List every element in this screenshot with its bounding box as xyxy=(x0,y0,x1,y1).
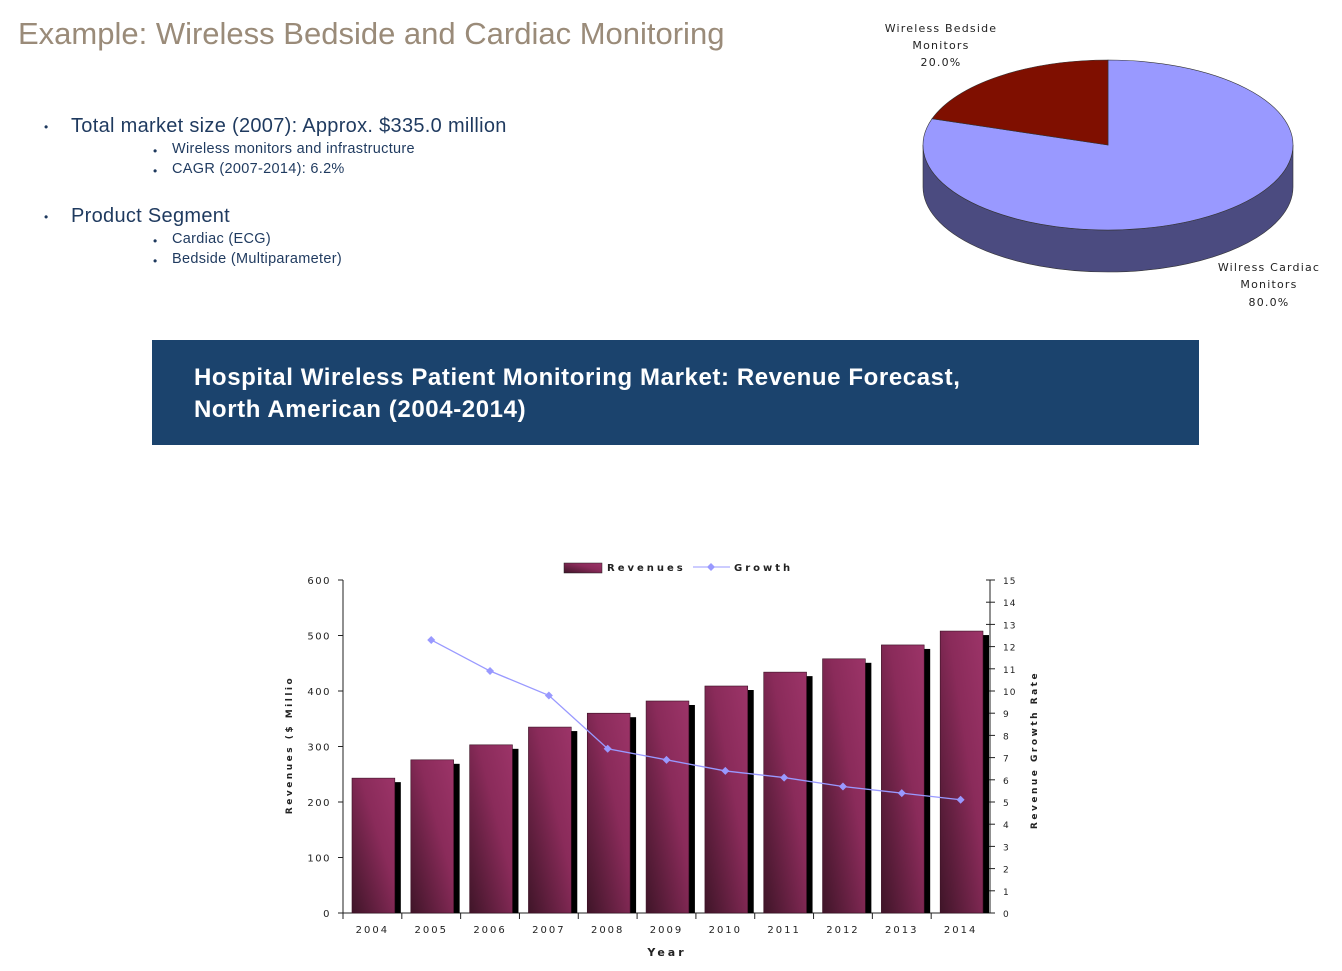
bullet-icon: • xyxy=(153,164,158,178)
bullet-icon: • xyxy=(153,234,158,248)
bar-shadow xyxy=(452,763,460,913)
growth-point-2006 xyxy=(486,667,495,676)
bullet-icon: • xyxy=(44,210,49,224)
y-axis-label: Revenues ($ Millio xyxy=(285,676,295,814)
y2-tick-label: 4 xyxy=(1003,821,1010,831)
y2-tick-label: 3 xyxy=(1003,843,1010,853)
growth-point-2012 xyxy=(838,782,847,791)
bullet-icon: • xyxy=(44,120,49,134)
pie-slice-bedside xyxy=(931,59,1109,146)
growth-line xyxy=(430,639,961,801)
revenue-bar-2011 xyxy=(763,671,807,914)
bullet-icon: • xyxy=(153,254,158,268)
bullet-icon: • xyxy=(153,144,158,158)
revenue-bar-2010 xyxy=(704,685,749,914)
x-axis-label: Year xyxy=(646,946,686,959)
y2-tick-label: 1 xyxy=(1003,888,1010,898)
y-tick-label: 0 xyxy=(323,909,331,920)
legend-growth: Growth xyxy=(734,563,793,574)
banner-line-2: North American (2004-2014) xyxy=(194,396,527,423)
growth-point-2009 xyxy=(662,755,671,764)
revenue-bar-2007 xyxy=(528,726,572,914)
bar-shadow xyxy=(687,704,695,913)
y2-tick-label: 9 xyxy=(1003,710,1010,720)
revenue-bar-2005 xyxy=(410,759,454,914)
bar-shadow xyxy=(923,648,931,913)
y2-axis-label: Revenue Growth Rate xyxy=(1030,671,1040,829)
bullet-market-size: Total market size (2007): Approx. $335.0… xyxy=(71,115,507,137)
revenue-bar-2009 xyxy=(645,700,690,914)
revenue-bar-2008 xyxy=(586,712,631,914)
bar-shadow xyxy=(570,731,578,913)
sub-bullet: CAGR (2007-2014): 6.2% xyxy=(172,161,345,177)
growth-point-2014 xyxy=(956,795,965,804)
sub-bullet: Cardiac (ECG) xyxy=(172,231,271,247)
bar-shadow xyxy=(393,782,401,913)
pie-label-bedside-2: Monitors xyxy=(912,39,969,52)
x-tick-label: 2010 xyxy=(709,925,742,936)
growth-point-2007 xyxy=(544,691,553,700)
growth-point-2011 xyxy=(780,773,789,782)
x-tick-label: 2013 xyxy=(885,925,918,936)
x-tick-label: 2008 xyxy=(591,925,624,936)
x-tick-label: 2009 xyxy=(650,925,683,936)
x-tick-label: 2006 xyxy=(473,925,506,936)
y2-tick-label: 11 xyxy=(1003,666,1016,676)
y-tick-label: 400 xyxy=(307,687,331,698)
pie-chart: Wireless Bedside Monitors 20.0% Wilress … xyxy=(885,22,1320,309)
growth-point-2008 xyxy=(603,744,612,753)
legend-revenues-swatch xyxy=(563,562,603,574)
pie-label-bedside: Wireless Bedside xyxy=(885,22,998,35)
pie-pct-bedside: 20.0% xyxy=(921,56,962,69)
y2-tick-label: 15 xyxy=(1003,577,1016,587)
growth-point-2010 xyxy=(721,766,730,775)
bar-shadow xyxy=(982,635,989,913)
y-tick-label: 300 xyxy=(307,743,331,754)
revenue-chart: 0100200300400500600012345678910111213141… xyxy=(285,562,1040,959)
bar-shadow xyxy=(864,662,872,913)
bullet-product-segment: Product Segment xyxy=(71,205,231,227)
y-tick-label: 600 xyxy=(307,576,331,587)
growth-point-2013 xyxy=(897,789,906,798)
x-tick-label: 2005 xyxy=(415,925,448,936)
bar-shadow xyxy=(805,676,813,913)
bar-shadow xyxy=(511,748,519,913)
y2-tick-label: 2 xyxy=(1003,866,1010,876)
y2-tick-label: 12 xyxy=(1003,644,1016,654)
pie-label-cardiac: Wilress Cardiac xyxy=(1218,261,1320,274)
revenue-bar-2006 xyxy=(469,744,513,914)
legend-growth-marker xyxy=(707,563,715,571)
pie-label-cardiac-2: Monitors xyxy=(1240,278,1297,291)
banner-line-1: Hospital Wireless Patient Monitoring Mar… xyxy=(194,364,961,391)
y2-tick-label: 7 xyxy=(1003,755,1010,765)
pie-pct-cardiac: 80.0% xyxy=(1249,296,1290,309)
y2-tick-label: 10 xyxy=(1003,688,1016,698)
sub-bullet: Bedside (Multiparameter) xyxy=(172,251,342,267)
legend-revenues: Revenues xyxy=(607,563,686,574)
revenue-bar-2013 xyxy=(881,644,925,914)
y-tick-label: 500 xyxy=(307,632,331,643)
chart-title-banner: Hospital Wireless Patient Monitoring Mar… xyxy=(152,340,1199,445)
bar-shadow xyxy=(629,717,637,913)
x-tick-label: 2012 xyxy=(826,925,859,936)
revenue-bar-2004 xyxy=(351,777,396,914)
y2-tick-label: 8 xyxy=(1003,732,1010,742)
page-title: Example: Wireless Bedside and Cardiac Mo… xyxy=(18,16,725,51)
growth-point-2005 xyxy=(427,635,436,644)
y2-tick-label: 0 xyxy=(1003,910,1010,920)
revenue-bar-2014 xyxy=(939,630,984,914)
bar-shadow xyxy=(746,690,754,913)
x-tick-label: 2007 xyxy=(532,925,565,936)
x-tick-label: 2004 xyxy=(356,925,389,936)
y2-tick-label: 5 xyxy=(1003,799,1010,809)
y-tick-label: 100 xyxy=(307,854,331,865)
y2-tick-label: 14 xyxy=(1003,599,1016,609)
y2-tick-label: 13 xyxy=(1003,621,1016,631)
x-tick-label: 2011 xyxy=(767,925,800,936)
x-tick-label: 2014 xyxy=(944,925,977,936)
y2-tick-label: 6 xyxy=(1003,777,1010,787)
sub-bullet: Wireless monitors and infrastructure xyxy=(172,141,415,157)
y-tick-label: 200 xyxy=(307,798,331,809)
